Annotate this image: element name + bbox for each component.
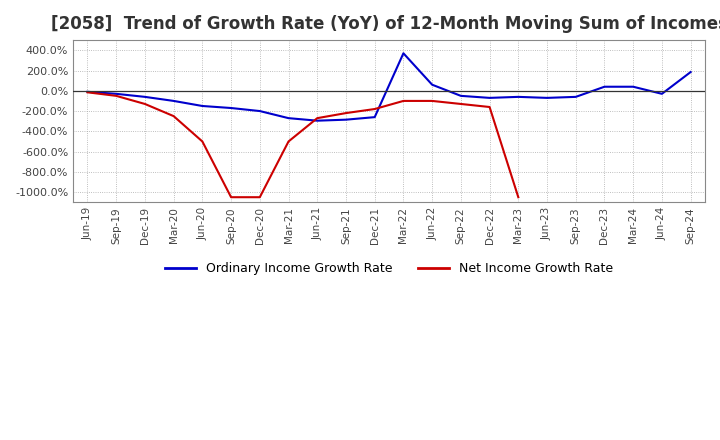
Legend: Ordinary Income Growth Rate, Net Income Growth Rate: Ordinary Income Growth Rate, Net Income … [160, 257, 618, 280]
Title: [2058]  Trend of Growth Rate (YoY) of 12-Month Moving Sum of Incomes: [2058] Trend of Growth Rate (YoY) of 12-… [50, 15, 720, 33]
